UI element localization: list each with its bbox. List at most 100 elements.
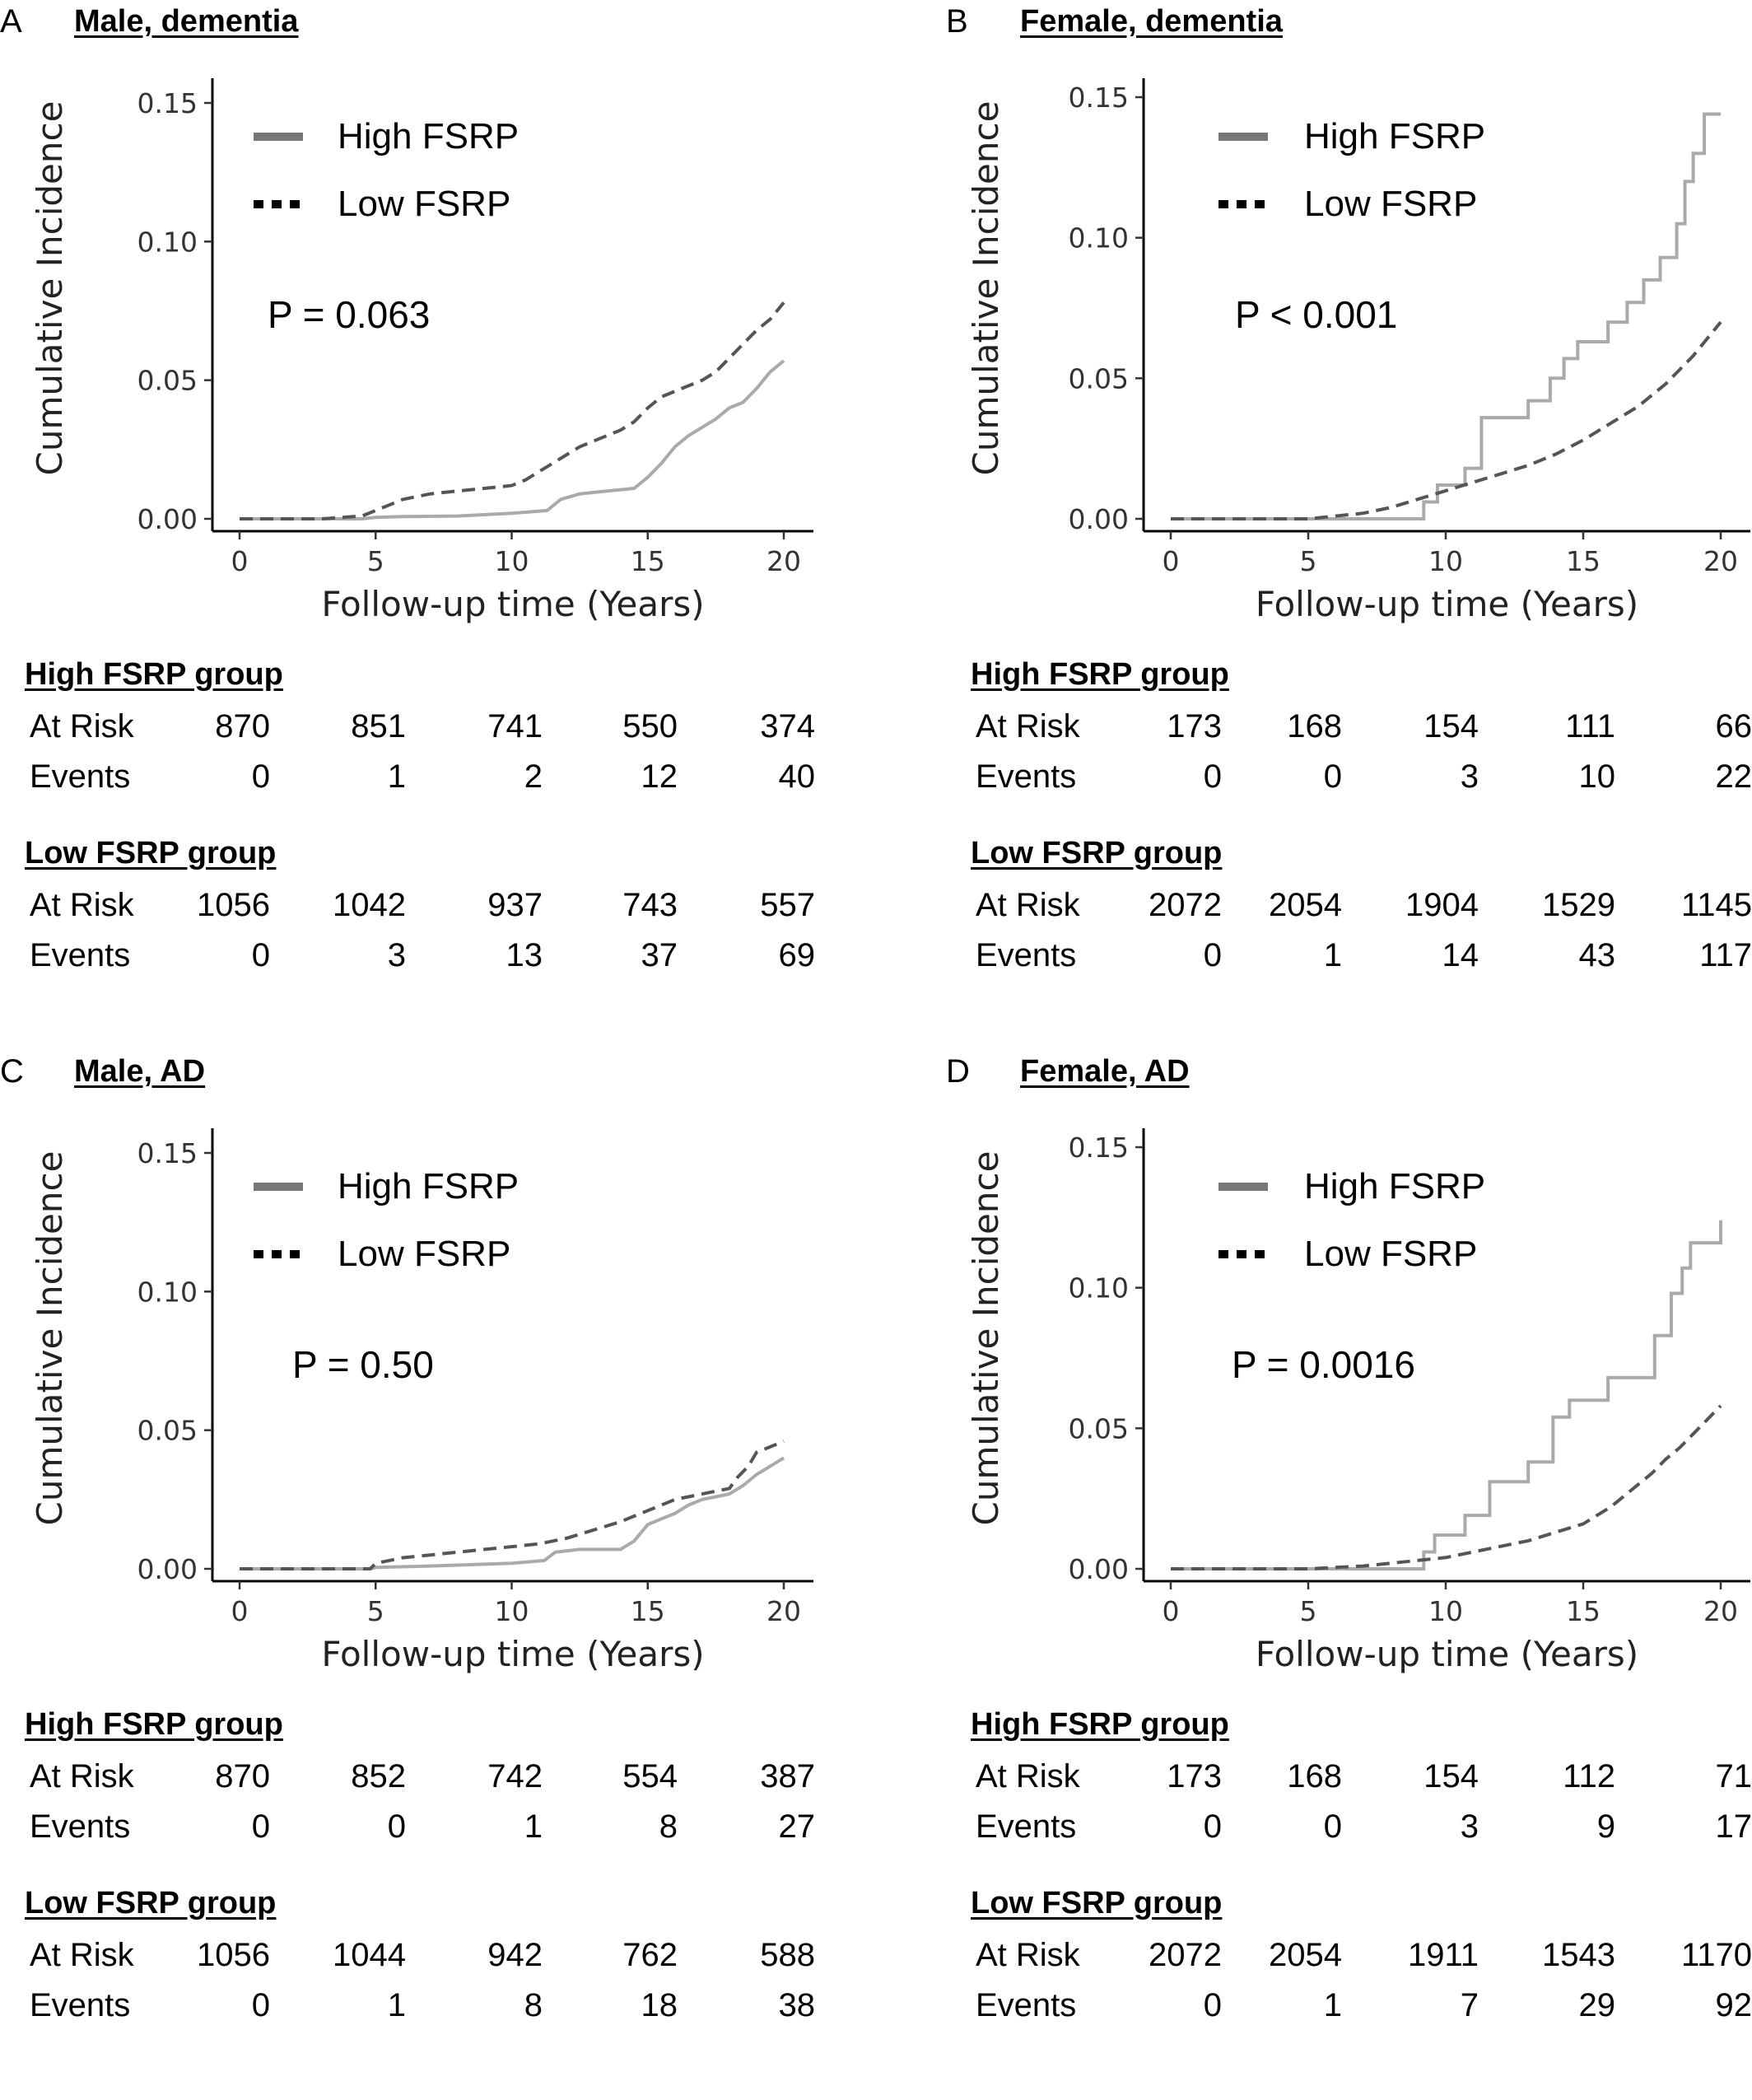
events-cell: 9 bbox=[1596, 1808, 1615, 1845]
panel-title: Male, dementia bbox=[74, 4, 299, 39]
x-tick-label: 15 bbox=[631, 1595, 665, 1627]
low-fsrp-series-line bbox=[240, 301, 785, 520]
at-risk-label: At Risk bbox=[30, 1758, 134, 1794]
events-cell: 0 bbox=[251, 1808, 270, 1845]
chart-plot: 0 5 10 15 20 0.00 0.05 0.10 0.15 Follow-up time (… bbox=[966, 1128, 1750, 1674]
events-cell: 0 bbox=[1203, 1808, 1222, 1845]
high-fsrp-series-line bbox=[240, 359, 785, 520]
panel-letter: C bbox=[0, 1053, 24, 1090]
at-risk-cell: 374 bbox=[760, 708, 815, 744]
low-fsrp-group-heading: Low FSRP group bbox=[25, 836, 277, 870]
at-risk-cell: 2054 bbox=[1269, 887, 1342, 923]
legend-high-label: High FSRP bbox=[1304, 116, 1486, 156]
events-label: Events bbox=[30, 937, 131, 973]
at-risk-cell: 742 bbox=[487, 1758, 543, 1794]
low-fsrp-series-line bbox=[1171, 1404, 1722, 1570]
events-cell: 10 bbox=[1578, 758, 1616, 795]
y-tick-label: 0.10 bbox=[1069, 1272, 1129, 1304]
legend-low-label: Low FSRP bbox=[338, 184, 511, 224]
y-tick-label: 0.05 bbox=[1069, 362, 1129, 394]
chart-plot: 0 5 10 15 20 0.00 0.05 0.10 0.15 Follow-up time (… bbox=[30, 1128, 813, 1674]
events-cell: 38 bbox=[778, 1987, 816, 2023]
events-cell: 1 bbox=[1323, 1987, 1342, 2023]
events-cell: 13 bbox=[506, 937, 543, 973]
events-cell: 40 bbox=[778, 758, 816, 795]
at-risk-cell: 1543 bbox=[1542, 1937, 1615, 1973]
at-risk-cell: 942 bbox=[487, 1937, 543, 1973]
y-tick-label: 0.05 bbox=[137, 1415, 198, 1447]
x-tick-label: 10 bbox=[1428, 545, 1463, 577]
events-cell: 14 bbox=[1442, 937, 1479, 973]
x-tick-label: 20 bbox=[766, 545, 801, 577]
at-risk-cell: 1904 bbox=[1405, 887, 1479, 923]
at-risk-label: At Risk bbox=[30, 887, 134, 923]
events-cell: 1 bbox=[1323, 937, 1342, 973]
at-risk-cell: 550 bbox=[622, 708, 678, 744]
x-tick-label: 0 bbox=[231, 545, 249, 577]
events-cell: 0 bbox=[1203, 1987, 1222, 2023]
events-cell: 3 bbox=[387, 937, 406, 973]
at-risk-cell: 1170 bbox=[1680, 1937, 1752, 1973]
events-cell: 1 bbox=[524, 1808, 543, 1845]
p-value: P = 0.063 bbox=[268, 293, 431, 336]
events-cell: 0 bbox=[387, 1808, 406, 1845]
y-tick-label: 0.00 bbox=[1069, 503, 1129, 535]
panel-a: A Male, dementia 0 5 10 15 20 0.00 0.05 0.10 0.1… bbox=[0, 0, 876, 1050]
events-cell: 0 bbox=[1323, 1808, 1342, 1845]
events-cell: 0 bbox=[1323, 758, 1342, 795]
y-tick-label: 0.05 bbox=[1069, 1412, 1129, 1444]
at-risk-cell: 387 bbox=[760, 1758, 815, 1794]
y-tick-label: 0.00 bbox=[137, 1553, 198, 1585]
at-risk-label: At Risk bbox=[976, 1937, 1080, 1973]
x-tick-label: 20 bbox=[766, 1595, 801, 1627]
legend-high-label: High FSRP bbox=[338, 116, 520, 156]
at-risk-cell: 870 bbox=[215, 1758, 270, 1794]
events-cell: 69 bbox=[778, 937, 816, 973]
at-risk-cell: 2054 bbox=[1269, 1937, 1342, 1973]
panel-b: B Female, dementia 0 5 10 15 20 0.00 0.05 0.10 0… bbox=[876, 0, 1752, 1050]
at-risk-cell: 2072 bbox=[1149, 887, 1222, 923]
y-tick-label: 0.15 bbox=[1069, 1132, 1129, 1164]
at-risk-label: At Risk bbox=[976, 887, 1080, 923]
at-risk-cell: 741 bbox=[487, 708, 543, 744]
events-label: Events bbox=[976, 1808, 1077, 1845]
x-tick-label: 10 bbox=[495, 1595, 529, 1627]
x-axis-title: Follow-up time (Years) bbox=[321, 584, 704, 624]
x-axis-title: Follow-up time (Years) bbox=[1256, 584, 1638, 624]
events-cell: 0 bbox=[251, 1987, 270, 2023]
y-tick-label: 0.10 bbox=[137, 1276, 198, 1308]
at-risk-label: At Risk bbox=[976, 708, 1080, 744]
low-fsrp-series-line bbox=[240, 1440, 785, 1570]
events-label: Events bbox=[976, 758, 1077, 795]
low-fsrp-series-line bbox=[1171, 320, 1722, 520]
at-risk-cell: 557 bbox=[760, 887, 815, 923]
x-tick-label: 5 bbox=[367, 545, 384, 577]
x-tick-label: 5 bbox=[1300, 1595, 1317, 1627]
x-tick-label: 0 bbox=[1163, 545, 1180, 577]
events-cell: 18 bbox=[641, 1987, 678, 2023]
events-cell: 1 bbox=[387, 1987, 406, 2023]
events-cell: 8 bbox=[659, 1808, 678, 1845]
events-cell: 22 bbox=[1715, 758, 1752, 795]
at-risk-cell: 112 bbox=[1563, 1758, 1615, 1794]
events-cell: 3 bbox=[1460, 758, 1479, 795]
panel-title: Female, AD bbox=[1020, 1054, 1190, 1089]
y-tick-label: 0.05 bbox=[137, 365, 198, 397]
y-tick-label: 0.10 bbox=[137, 226, 198, 258]
events-label: Events bbox=[30, 1987, 131, 2023]
at-risk-cell: 1042 bbox=[333, 887, 406, 923]
at-risk-cell: 2072 bbox=[1149, 1937, 1222, 1973]
at-risk-cell: 111 bbox=[1565, 708, 1615, 744]
events-cell: 92 bbox=[1715, 1987, 1752, 2023]
at-risk-cell: 154 bbox=[1424, 1758, 1479, 1794]
at-risk-cell: 852 bbox=[351, 1758, 406, 1794]
legend-high-label: High FSRP bbox=[1304, 1166, 1486, 1206]
legend-low-label: Low FSRP bbox=[1304, 1234, 1478, 1274]
panel-title: Male, AD bbox=[74, 1054, 206, 1089]
x-tick-label: 10 bbox=[495, 545, 529, 577]
at-risk-cell: 66 bbox=[1715, 708, 1752, 744]
events-label: Events bbox=[30, 758, 131, 795]
y-axis-title: Cumulative Incidence bbox=[966, 101, 1006, 476]
at-risk-cell: 743 bbox=[622, 887, 678, 923]
y-tick-label: 0.15 bbox=[137, 87, 198, 119]
